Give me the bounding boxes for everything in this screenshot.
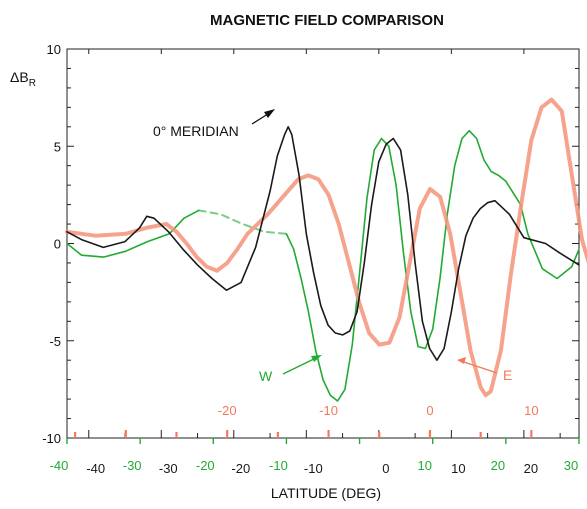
x-tick-label-black: 0 <box>382 461 389 476</box>
annotation-meridian-arrowhead <box>264 109 275 118</box>
y-axis-label-main: ΔB <box>10 69 29 85</box>
y-axis-label: ΔBR <box>10 69 36 89</box>
annotation-meridian: 0° MERIDIAN <box>153 109 275 139</box>
y-axis-label-sub: R <box>29 78 36 89</box>
y-tick-label: -5 <box>49 334 61 349</box>
x-tick-label-black: -10 <box>304 461 323 476</box>
x-tick-label-green: -40 <box>50 458 69 473</box>
series-line-green-1 <box>66 209 200 258</box>
annotation-east-arrowhead <box>457 357 466 364</box>
x-tick-label-green: 10 <box>417 458 431 473</box>
x-tick-label-black: -30 <box>159 461 178 476</box>
x-axis-ticks: -40 -30 -20 -10 0 10 20 -40 -30 -20 -10 10 20 30 -20 -1… <box>50 49 580 476</box>
series-layer <box>65 97 587 402</box>
y-tick-label: 10 <box>47 42 61 57</box>
annotation-east-label: E <box>503 367 512 383</box>
x-tick-label-green: 20 <box>491 458 505 473</box>
x-tick-label-orange: 10 <box>524 403 538 418</box>
x-tick-label-green: -30 <box>123 458 142 473</box>
y-tick-label: 5 <box>54 139 61 154</box>
x-tick-label-green: 30 <box>564 458 578 473</box>
x-tick-label-green: -10 <box>269 458 288 473</box>
x-tick-label-black: 10 <box>451 461 465 476</box>
annotation-east: E <box>457 357 512 383</box>
x-tick-label-orange: -10 <box>319 403 338 418</box>
x-axis-label: LATITUDE (DEG) <box>271 485 381 501</box>
x-tick-label-black: -20 <box>231 461 250 476</box>
annotation-west: W <box>259 355 322 384</box>
annotation-west-arrow <box>282 356 319 375</box>
y-axis-ticks: -10 -5 0 5 10 <box>42 42 579 446</box>
annotation-west-arrowhead <box>311 355 322 362</box>
chart-title: MAGNETIC FIELD COMPARISON <box>210 12 444 29</box>
annotation-east-arrow <box>460 360 498 374</box>
x-tick-label-black: -40 <box>86 461 105 476</box>
annotation-west-label: W <box>259 368 273 384</box>
y-tick-label: -10 <box>42 431 61 446</box>
x-tick-label-orange: -20 <box>218 403 237 418</box>
annotation-meridian-label: 0° MERIDIAN <box>153 123 239 139</box>
series-line-green-3 <box>285 129 580 402</box>
series-line-black-0 <box>66 126 580 362</box>
series-line-orange-4 <box>65 97 587 398</box>
y-tick-label: 0 <box>54 237 61 252</box>
x-tick-label-black: 20 <box>524 461 538 476</box>
x-tick-label-orange: 0 <box>426 403 433 418</box>
svg-text:ΔBR: ΔBR <box>10 69 36 89</box>
series-line-green-2 <box>197 209 288 235</box>
x-tick-label-green: -20 <box>196 458 215 473</box>
